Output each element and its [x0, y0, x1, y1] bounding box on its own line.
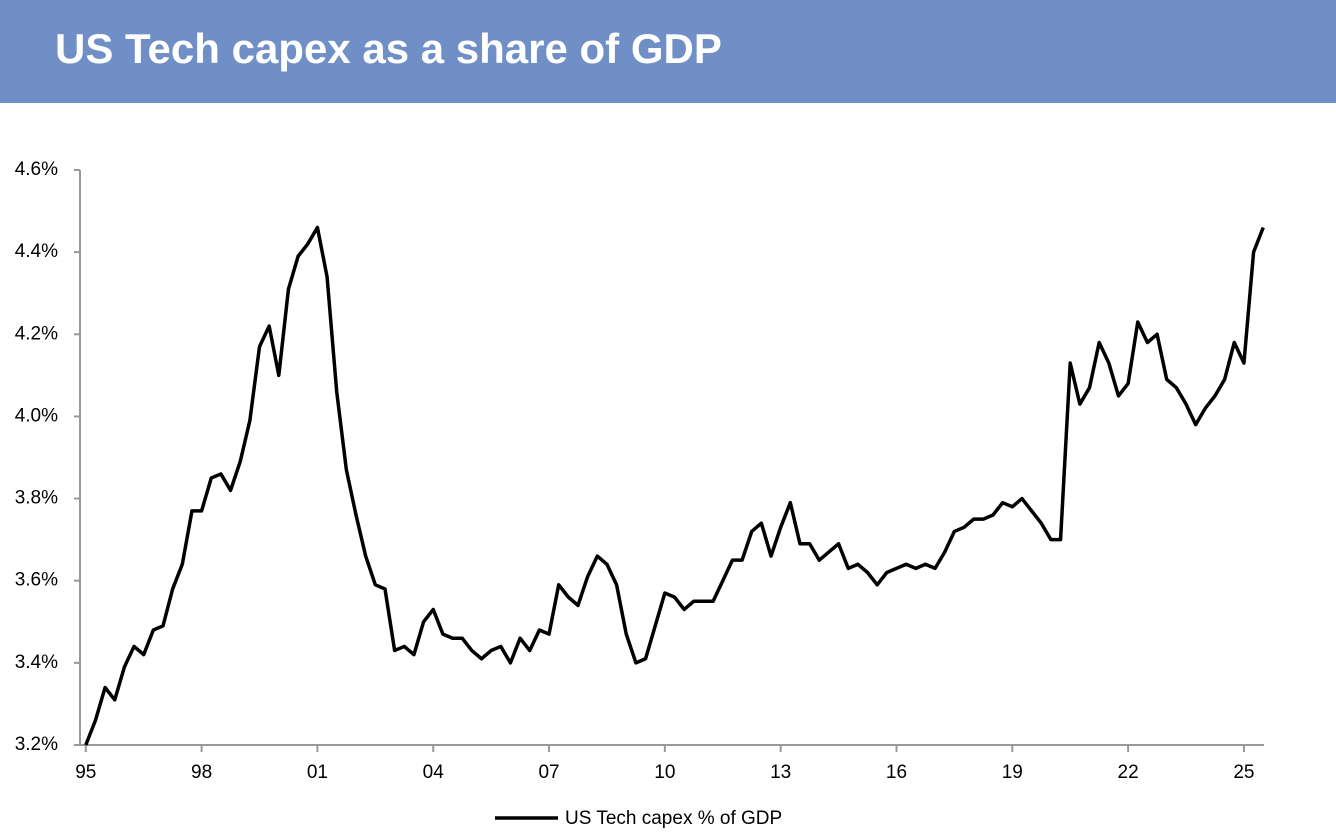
y-tick-label: 3.6% [15, 570, 58, 591]
x-tick-label: 95 [75, 762, 96, 783]
x-tick-label: 07 [538, 762, 559, 783]
data-line [84, 225, 1265, 746]
x-tick-label: 16 [886, 762, 907, 783]
x-tick-label: 13 [770, 762, 791, 783]
x-tick-label: 01 [307, 762, 328, 783]
legend-label: US Tech capex % of GDP [565, 808, 782, 829]
y-tick-label: 4.6% [15, 159, 58, 180]
x-tick-label: 19 [1002, 762, 1023, 783]
y-tick-label: 3.4% [15, 652, 58, 673]
y-tick-label: 4.4% [15, 241, 58, 262]
x-tick-label: 25 [1233, 762, 1254, 783]
y-tick-label: 4.2% [15, 323, 58, 344]
y-tick-label: 3.8% [15, 488, 58, 509]
x-tick-label: 22 [1118, 762, 1139, 783]
x-tick-label: 98 [191, 762, 212, 783]
y-tick-label: 4.0% [15, 405, 58, 426]
header-band [0, 0, 1336, 103]
y-tick-label: 3.2% [15, 734, 58, 755]
chart-title: US Tech capex as a share of GDP [55, 25, 722, 72]
x-tick-label: 10 [654, 762, 675, 783]
x-tick-label: 04 [423, 762, 445, 783]
